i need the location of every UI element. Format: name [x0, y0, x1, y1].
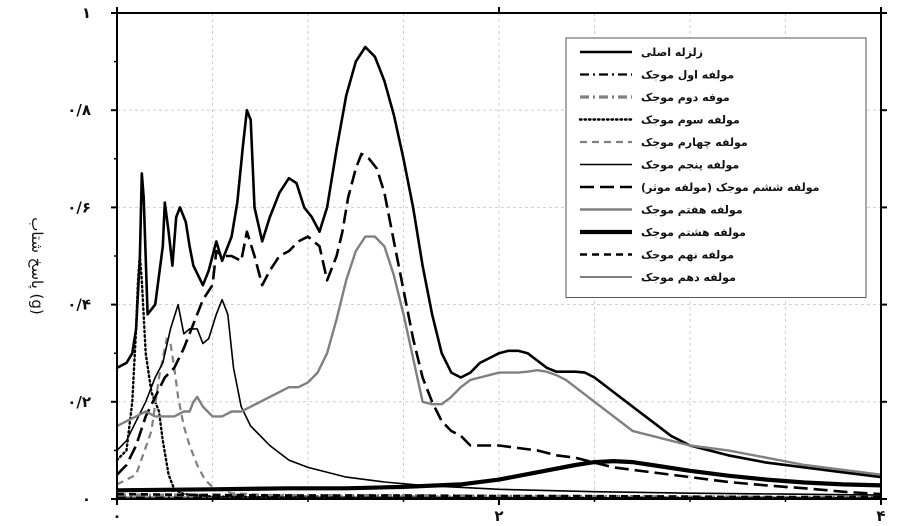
legend-label-5: مولفه چهارم موجک — [641, 136, 748, 149]
y-tick-label: ۰/۴ — [67, 296, 91, 314]
x-tick-label: ۲ — [494, 507, 503, 525]
legend: زلزله اصلی مولفه اول موجک موفه دوم موجک مول… — [565, 37, 867, 298]
y-tick-label: ۰/۶ — [67, 198, 91, 216]
legend-label-9: مولفه هشتم موجک — [641, 226, 746, 239]
series-line-3 — [117, 493, 881, 500]
y-tick-label: ۰/۸ — [67, 101, 91, 119]
series-line-8 — [116, 235, 882, 476]
x-tick-label: ۰ — [112, 507, 121, 525]
legend-label-8: مولفه هفتم موجک — [641, 204, 743, 217]
legend-label-6: مولفه پنجم موجک — [641, 159, 739, 172]
series-line-9 — [116, 459, 882, 493]
legend-label-1: زلزله اصلی — [641, 46, 703, 59]
legend-label-2: مولفه اول موجک — [641, 69, 734, 82]
series-line-10 — [116, 492, 881, 499]
series-lines — [115, 45, 883, 500]
y-tick-label: ۱ — [82, 4, 91, 22]
y-axis-label: پاسخ شتاب (g) — [27, 217, 46, 315]
legend-label-7: مولفه ششم موجک (مولفه موثر) — [641, 181, 819, 194]
legend-label-11: مولفه دهم موجک — [641, 271, 736, 284]
y-tick-label: ۰/۲ — [67, 393, 91, 411]
y-tick-label: ۰ — [82, 490, 91, 508]
series-line-5 — [116, 337, 882, 499]
x-tick-label: ۴ — [876, 507, 885, 525]
series-line-1 — [116, 45, 882, 479]
axis-ticks: ۰ ۲ ۴ ۰ ۰/۲ ۰/۴ ۰/۶ ۰/۸ ۱ — [67, 4, 887, 525]
legend-label-4: مولفه سوم موجک — [641, 114, 740, 127]
legend-label-3: موفه دوم موجک — [641, 91, 730, 104]
series-line-11 — [117, 496, 882, 499]
series-line-7 — [116, 152, 882, 496]
legend-label-10: مولفه نهم موجک — [641, 249, 734, 262]
